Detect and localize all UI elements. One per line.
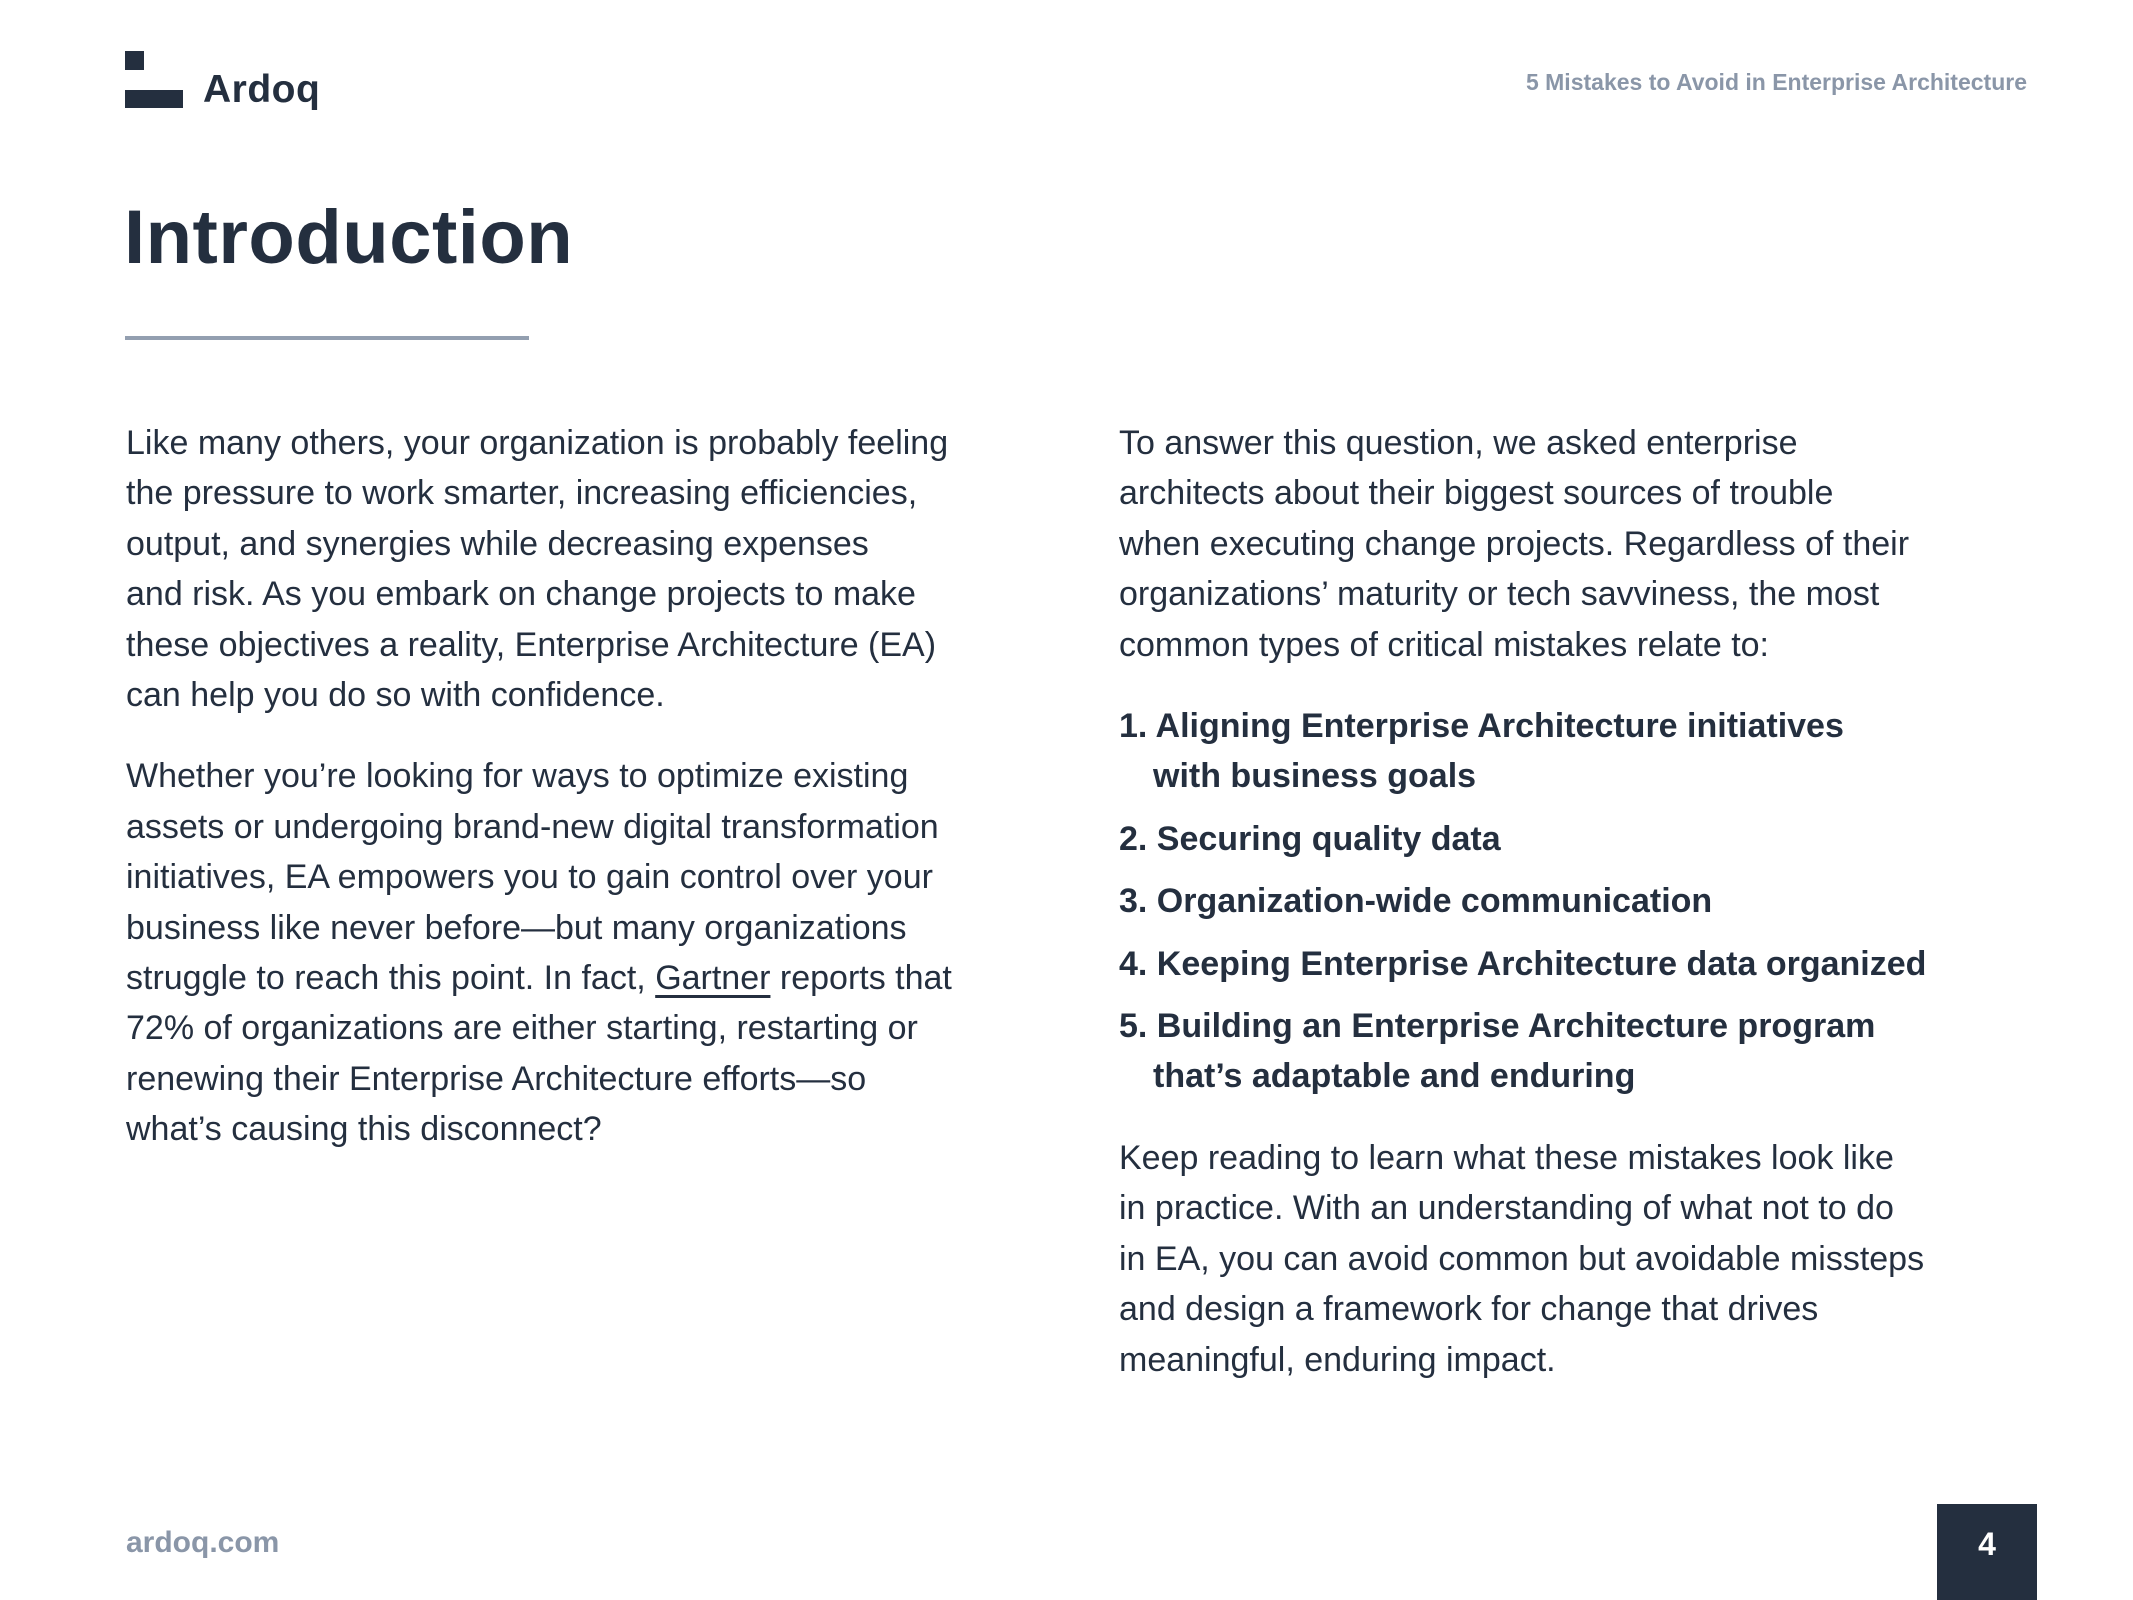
text-line: 72% of organizations are either starting… [126,1009,918,1048]
text-line: renewing their Enterprise Architecture e… [126,1059,867,1098]
text-line: what’s causing this disconnect? [126,1110,602,1149]
text-line: Keep reading to learn what these mistake… [1119,1138,1894,1177]
text-line: To answer this question, we asked enterp… [1119,424,1798,462]
list-item-text: with business goals [1153,757,1477,796]
list-item-text: that’s adaptable and enduring [1153,1057,1636,1096]
footer-url: ardoq.com [126,1526,280,1559]
left-column: Like many others, your organization is p… [126,418,1066,1186]
logo-mark-square [125,51,144,70]
text-line: Whether you’re looking for ways to optim… [126,757,909,796]
text-line: can help you do so with confidence. [126,676,665,715]
text-segment: struggle to reach this point. In fact, [126,959,656,998]
page-title: Introduction [124,195,574,280]
text-line: Like many others, your organization is p… [126,424,949,462]
text-line: the pressure to work smarter, increasing… [126,474,918,513]
text-line: and design a framework for change that d… [1119,1290,1819,1329]
text-line: in EA, you can avoid common but avoidabl… [1119,1239,1925,1278]
logo-mark-bar [125,90,183,108]
title-divider [125,336,529,340]
text-line: common types of critical mistakes relate… [1119,625,1770,664]
text-line: in practice. With an understanding of wh… [1119,1189,1894,1228]
list-item: 3. Organization-wide communication [1119,876,2059,926]
text-line: business like never before—but many orga… [126,908,907,947]
text-line: when executing change projects. Regardle… [1119,524,1910,563]
document-title: 5 Mistakes to Avoid in Enterprise Archit… [1525,69,2027,95]
intro-paragraph-1: Like many others, your organization is p… [126,418,1066,720]
logo-text: Ardoq [203,68,321,111]
intro-paragraph-2: Whether you’re looking for ways to optim… [126,751,1066,1154]
text-line: assets or undergoing brand-new digital t… [126,807,939,846]
list-item-text: 2. Securing quality data [1119,819,1501,858]
list-item-text: 3. Organization-wide communication [1119,882,1713,921]
list-item-text: 5. Building an Enterprise Architecture p… [1119,1007,1876,1046]
text-line: architects about their biggest sources o… [1119,474,1834,513]
text-line: output, and synergies while decreasing e… [126,524,869,563]
list-item-text: 4. Keeping Enterprise Architecture data … [1119,944,1927,983]
text-line: meaningful, enduring impact. [1119,1340,1556,1379]
text-segment: reports that [770,959,952,998]
mistakes-list: 1. Aligning Enterprise Architecture init… [1119,701,2059,1102]
list-item: 1. Aligning Enterprise Architecture init… [1119,701,2059,802]
text-line: and risk. As you embark on change projec… [126,575,916,614]
list-item: 4. Keeping Enterprise Architecture data … [1119,939,2059,989]
text-line: organizations’ maturity or tech savvines… [1119,575,1880,614]
text-line: these objectives a reality, Enterprise A… [126,625,937,664]
intro-paragraph-4: Keep reading to learn what these mistake… [1119,1133,2059,1385]
list-item: 5. Building an Enterprise Architecture p… [1119,1001,2059,1102]
right-column: To answer this question, we asked enterp… [1119,418,2059,1416]
intro-paragraph-3: To answer this question, we asked enterp… [1119,418,2059,670]
text-line-with-link: struggle to reach this point. In fact, G… [126,953,1066,1003]
list-item-text: 1. Aligning Enterprise Architecture init… [1119,707,1844,746]
list-item: 2. Securing quality data [1119,814,2059,864]
page-number-badge: 4 [1937,1504,2037,1600]
gartner-link[interactable]: Gartner [655,959,771,998]
text-line: initiatives, EA empowers you to gain con… [126,858,933,897]
